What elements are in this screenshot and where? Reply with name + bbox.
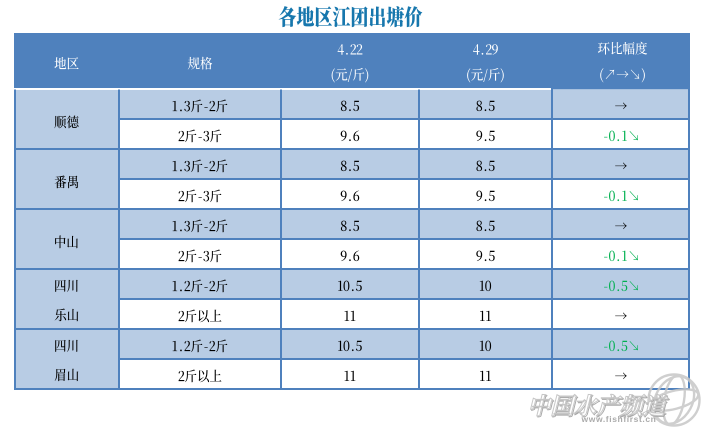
svg-text:www.fishfirst.cn: www.fishfirst.cn — [581, 414, 657, 424]
